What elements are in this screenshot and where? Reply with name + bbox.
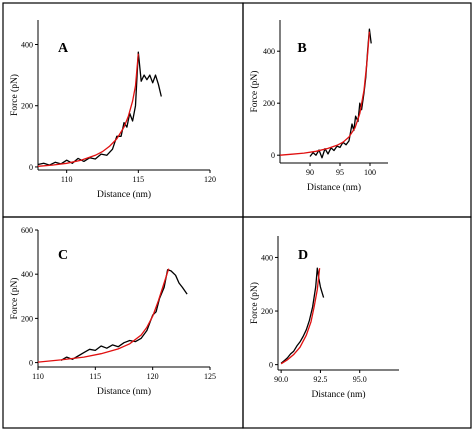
fit-curve [37, 268, 170, 363]
x-tick-label: 95 [336, 168, 344, 177]
x-tick-label: 100 [364, 168, 376, 177]
x-axis-label: Distance (nm) [97, 386, 151, 397]
y-tick-label: 200 [21, 314, 33, 323]
y-tick-label: 200 [21, 102, 33, 111]
chart-panel-c: 110 115 120 125 0 200 400 600 Distance (nm) Force… [2, 216, 244, 429]
fit-curve [279, 31, 371, 156]
y-axis-label: Force (pN) [9, 278, 20, 320]
fit-curve [280, 268, 321, 365]
y-axis-label: Force (pN) [249, 282, 260, 324]
measured-trace [280, 267, 325, 364]
panel-frame [242, 216, 472, 429]
measured-trace [37, 51, 162, 166]
x-tick-label: 95.0 [353, 375, 367, 384]
y-tick-label: 200 [261, 307, 273, 316]
x-tick-label: 115 [132, 175, 144, 184]
y-tick-label: 400 [263, 47, 275, 56]
panel-letter: A [58, 41, 69, 56]
y-tick-label: 400 [261, 253, 273, 262]
x-tick-label: 90.0 [274, 375, 288, 384]
y-tick-label: 400 [21, 270, 33, 279]
y-tick-label: 400 [21, 40, 33, 49]
x-tick-label: 115 [89, 372, 101, 381]
x-tick-label: 110 [61, 175, 73, 184]
x-tick-label: 125 [204, 372, 216, 381]
x-tick-label: 120 [147, 372, 159, 381]
fit-curve [37, 53, 139, 167]
y-tick-label: 0 [271, 151, 275, 160]
x-tick-label: 110 [32, 372, 44, 381]
x-tick-label: 120 [204, 175, 216, 184]
x-axis-label: Distance (nm) [311, 389, 365, 400]
panel-letter: B [297, 41, 306, 56]
x-axis-label: Distance (nm) [307, 182, 361, 193]
y-axis-label: Force (pN) [249, 71, 260, 113]
panel-letter: C [58, 248, 68, 263]
y-tick-label: 600 [21, 226, 33, 235]
panel-letter: D [298, 248, 308, 263]
x-tick-label: 92.5 [313, 375, 327, 384]
measured-trace [309, 28, 372, 159]
chart-panel-b: 90 95 100 0 200 400 Distance (nm) Force (pN) B [242, 2, 472, 218]
y-tick-label: 0 [29, 359, 33, 368]
x-axis-label: Distance (nm) [97, 189, 151, 200]
y-tick-label: 200 [263, 99, 275, 108]
y-axis-label: Force (pN) [9, 74, 20, 116]
y-tick-label: 0 [29, 163, 33, 172]
panel-frame [2, 2, 244, 218]
y-tick-label: 0 [269, 361, 273, 370]
x-tick-label: 90 [306, 168, 314, 177]
chart-panel-a: 110 115 120 0 200 400 Distance (nm) Force (pN) A [2, 2, 244, 218]
chart-panel-d: 90.0 92.5 95.0 0 200 400 Distance (nm) Force (p… [242, 216, 472, 429]
